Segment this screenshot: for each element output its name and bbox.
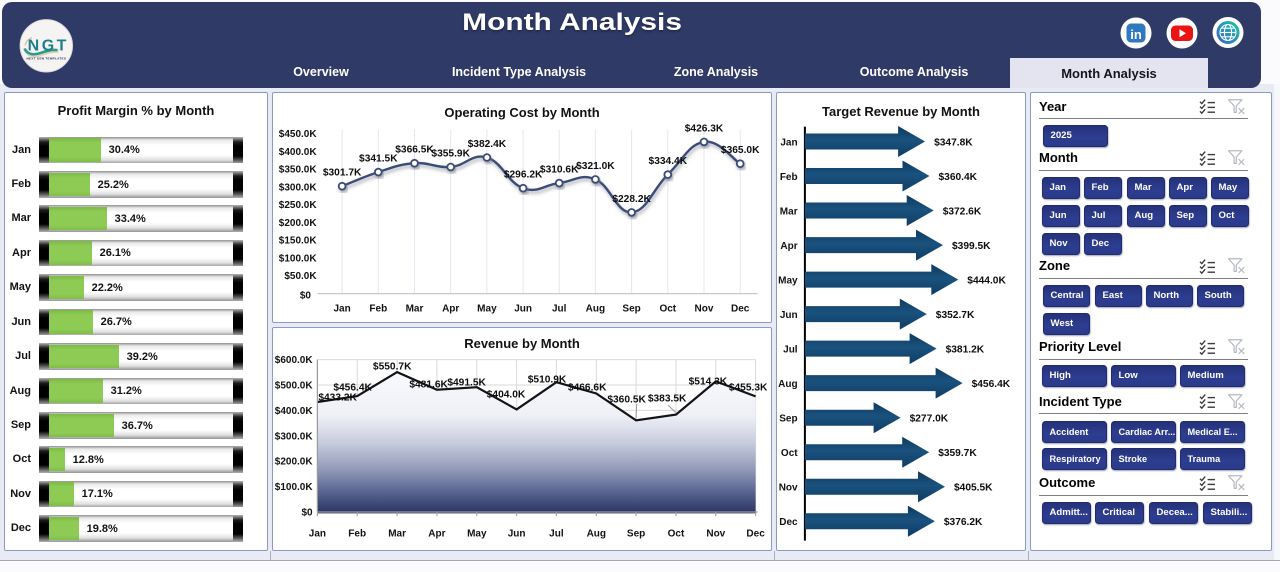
- svg-text:$365.0K: $365.0K: [721, 145, 760, 156]
- svg-text:$250.0K: $250.0K: [279, 200, 318, 211]
- svg-text:Jul: Jul: [783, 345, 798, 356]
- svg-text:$296.2K: $296.2K: [504, 170, 543, 181]
- svg-text:Nov: Nov: [706, 529, 725, 540]
- svg-text:Sep: Sep: [622, 304, 640, 315]
- svg-text:$355.9K: $355.9K: [431, 149, 470, 160]
- svg-text:Dec: Dec: [731, 304, 750, 315]
- svg-text:Jul: Jul: [549, 529, 564, 540]
- svg-text:$366.5K: $366.5K: [395, 145, 434, 156]
- svg-text:$455.3K: $455.3K: [729, 382, 768, 393]
- svg-text:Mar: Mar: [388, 529, 406, 540]
- svg-text:$400.0K: $400.0K: [279, 147, 318, 158]
- svg-text:Aug: Aug: [587, 529, 606, 540]
- svg-text:$334.4K: $334.4K: [649, 156, 688, 167]
- svg-text:$404.0K: $404.0K: [487, 389, 526, 400]
- svg-text:Feb: Feb: [780, 172, 798, 183]
- svg-text:NGT: NGT: [28, 38, 69, 55]
- svg-text:Apr: Apr: [780, 241, 797, 252]
- svg-text:$100.0K: $100.0K: [279, 253, 318, 264]
- svg-text:Oct: Oct: [668, 529, 685, 540]
- svg-text:$376.2K: $376.2K: [944, 517, 983, 528]
- svg-text:$300.0K: $300.0K: [275, 431, 314, 442]
- svg-text:May: May: [778, 276, 798, 287]
- svg-text:$382.4K: $382.4K: [468, 139, 507, 150]
- svg-text:$426.3K: $426.3K: [685, 123, 724, 134]
- svg-text:$510.9K: $510.9K: [528, 374, 567, 385]
- svg-text:$352.7K: $352.7K: [936, 310, 975, 321]
- svg-text:$321.0K: $321.0K: [576, 161, 615, 172]
- svg-text:Feb: Feb: [369, 304, 387, 315]
- svg-text:$150.0K: $150.0K: [279, 236, 318, 247]
- svg-text:Oct: Oct: [781, 448, 798, 459]
- svg-text:$383.5K: $383.5K: [648, 394, 687, 405]
- svg-text:Mar: Mar: [780, 207, 798, 218]
- svg-text:$200.0K: $200.0K: [275, 457, 314, 468]
- svg-text:Apr: Apr: [428, 529, 445, 540]
- svg-text:Aug: Aug: [778, 379, 797, 390]
- svg-text:Dec: Dec: [746, 529, 765, 540]
- svg-text:$400.0K: $400.0K: [275, 406, 314, 417]
- svg-text:$301.7K: $301.7K: [323, 168, 362, 179]
- svg-text:Jun: Jun: [508, 529, 526, 540]
- svg-text:$456.4K: $456.4K: [333, 382, 372, 393]
- svg-text:Sep: Sep: [779, 414, 797, 425]
- svg-text:$341.5K: $341.5K: [359, 154, 398, 165]
- svg-text:$360.4K: $360.4K: [939, 172, 978, 183]
- svg-text:$360.5K: $360.5K: [607, 395, 646, 406]
- svg-text:Jan: Jan: [333, 304, 350, 315]
- svg-text:$456.4K: $456.4K: [972, 379, 1011, 390]
- svg-text:$359.7K: $359.7K: [938, 448, 977, 459]
- svg-text:Jul: Jul: [552, 304, 567, 315]
- svg-text:$444.0K: $444.0K: [967, 276, 1006, 287]
- svg-text:$500.0K: $500.0K: [275, 381, 314, 392]
- svg-text:Oct: Oct: [659, 304, 676, 315]
- svg-text:Sep: Sep: [627, 529, 645, 540]
- svg-text:NEXT GEN TEMPLATES: NEXT GEN TEMPLATES: [26, 57, 66, 61]
- svg-text:$228.2K: $228.2K: [612, 194, 651, 205]
- svg-text:$399.5K: $399.5K: [952, 241, 991, 252]
- svg-text:Jan: Jan: [780, 138, 797, 149]
- svg-text:$466.6K: $466.6K: [568, 382, 607, 393]
- svg-text:Feb: Feb: [348, 529, 366, 540]
- svg-text:$50.0K: $50.0K: [284, 271, 317, 282]
- svg-text:$350.0K: $350.0K: [279, 165, 318, 176]
- svg-text:$347.8K: $347.8K: [934, 138, 973, 149]
- svg-text:$481.6K: $481.6K: [409, 380, 448, 391]
- svg-text:$372.6K: $372.6K: [943, 207, 982, 218]
- svg-text:$550.7K: $550.7K: [373, 362, 412, 373]
- svg-text:Mar: Mar: [406, 304, 424, 315]
- svg-text:$200.0K: $200.0K: [279, 218, 318, 229]
- svg-text:$0: $0: [300, 290, 312, 301]
- svg-text:$300.0K: $300.0K: [279, 182, 318, 193]
- svg-text:$310.6K: $310.6K: [540, 165, 579, 176]
- svg-text:$491.5K: $491.5K: [447, 378, 486, 389]
- svg-text:Nov: Nov: [779, 483, 798, 494]
- svg-text:$514.3K: $514.3K: [689, 376, 728, 387]
- svg-text:Nov: Nov: [695, 304, 714, 315]
- svg-text:Jan: Jan: [309, 529, 326, 540]
- svg-text:$450.0K: $450.0K: [279, 129, 318, 140]
- svg-text:Apr: Apr: [442, 304, 459, 315]
- svg-text:$433.2K: $433.2K: [318, 393, 357, 404]
- svg-text:Aug: Aug: [586, 304, 605, 315]
- svg-text:in: in: [1130, 27, 1142, 42]
- svg-text:$381.2K: $381.2K: [946, 345, 985, 356]
- svg-text:Dec: Dec: [779, 517, 798, 528]
- svg-text:May: May: [467, 529, 487, 540]
- svg-text:Jun: Jun: [780, 310, 798, 321]
- svg-text:$600.0K: $600.0K: [275, 355, 314, 366]
- svg-text:May: May: [477, 304, 497, 315]
- svg-text:$0: $0: [301, 508, 313, 519]
- svg-text:$277.0K: $277.0K: [910, 414, 949, 425]
- svg-text:Jun: Jun: [514, 304, 532, 315]
- svg-text:$100.0K: $100.0K: [275, 482, 314, 493]
- svg-text:$405.5K: $405.5K: [954, 483, 993, 494]
